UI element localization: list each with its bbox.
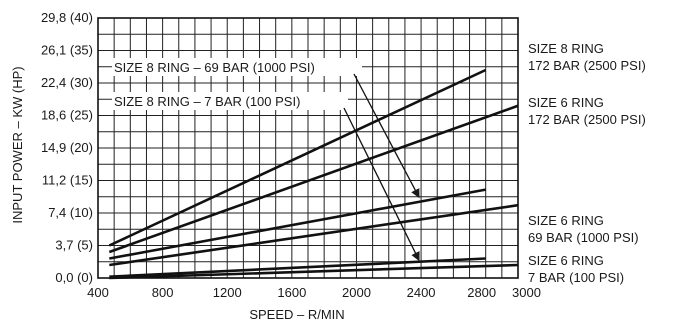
tick-labels: 0,0 (0) 3,7 (5) 7,4 (10) 11,2 (15) 14,9 (20)… — [41, 10, 541, 300]
plot-frame — [97, 17, 519, 279]
series-line-2 — [108, 104, 519, 254]
y-tick-label: 11,2 (15) — [42, 173, 93, 188]
y-tick-label: 22,4 (30) — [41, 75, 93, 90]
series-label: SIZE 6 RING 7 BAR (100 PSI) — [528, 253, 624, 285]
series-label-line: SIZE 6 RING — [528, 213, 604, 228]
x-tick-label: 2800 — [467, 285, 496, 300]
x-tick-label: 800 — [152, 285, 174, 300]
annotation-text: SIZE 8 RING – 7 BAR (100 PSI) — [114, 94, 300, 109]
series-label-line: SIZE 6 RING — [528, 95, 604, 110]
series-label-line: 172 BAR (2500 PSI) — [528, 58, 646, 73]
y-tick-label: 7,4 (10) — [48, 205, 93, 220]
series-line-5 — [109, 257, 486, 278]
y-tick-label: 3,7 (5) — [55, 238, 93, 253]
series-lines — [108, 68, 519, 280]
y-tick-label: 26,1 (35) — [41, 43, 93, 58]
annotation-text: SIZE 8 RING – 69 BAR (1000 PSI) — [114, 60, 315, 75]
y-tick-label: 29,8 (40) — [41, 10, 93, 25]
x-tick-label: 2000 — [342, 285, 371, 300]
x-tick-label: 1200 — [213, 285, 242, 300]
series-label-line: 7 BAR (100 PSI) — [528, 270, 624, 285]
series-line-1 — [108, 68, 487, 247]
annotation-background — [112, 92, 348, 110]
series-line-6 — [109, 263, 519, 280]
plot-border — [97, 17, 519, 279]
x-tick-label: 1600 — [277, 285, 306, 300]
series-label: SIZE 6 RING 172 BAR (2500 PSI) — [528, 95, 646, 127]
series-label-line: 69 BAR (1000 PSI) — [528, 230, 639, 245]
series-line-3 — [109, 188, 486, 260]
series-line-4 — [109, 203, 519, 267]
x-tick-label: 2400 — [407, 285, 436, 300]
series-label: SIZE 8 RING 172 BAR (2500 PSI) — [528, 41, 646, 73]
series-label: SIZE 6 RING 69 BAR (1000 PSI) — [528, 213, 639, 245]
annotation-background — [112, 58, 362, 76]
annotations: SIZE 8 RING – 69 BAR (1000 PSI) SIZE 8 RI… — [112, 58, 420, 262]
y-tick-label: 18,6 (25) — [41, 108, 93, 123]
x-tick-label: 400 — [87, 285, 109, 300]
x-axis-label: SPEED – R/MIN — [249, 307, 344, 322]
series-label-line: 172 BAR (2500 PSI) — [528, 112, 646, 127]
y-tick-label: 14,9 (20) — [41, 140, 93, 155]
y-tick-label: 0,0 (0) — [55, 270, 93, 285]
series-label-line: SIZE 8 RING — [528, 41, 604, 56]
x-tick-label: 3000 — [512, 285, 541, 300]
series-label-line: SIZE 6 RING — [528, 253, 604, 268]
annotation-arrow — [353, 73, 420, 199]
grid — [97, 17, 519, 279]
series-labels: SIZE 8 RING 172 BAR (2500 PSI)SIZE 6 RING… — [528, 41, 646, 285]
annotation-arrow — [343, 107, 420, 262]
y-axis-label: INPUT POWER – KW (HP) — [10, 66, 25, 223]
